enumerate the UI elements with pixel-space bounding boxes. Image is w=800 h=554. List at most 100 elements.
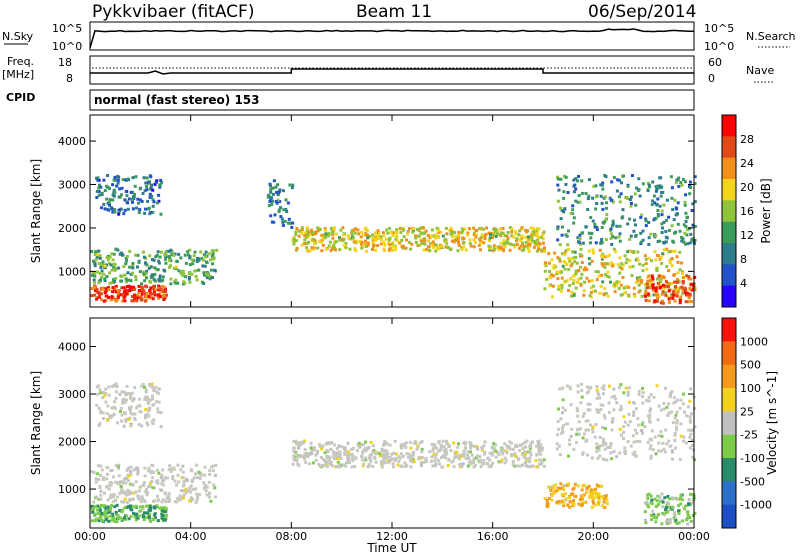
scatter-cell-4: [468, 242, 472, 245]
scatter-cell-1: [131, 264, 135, 268]
scatter-cell-4: [562, 504, 566, 508]
scatter-cell-1: [208, 472, 212, 476]
scatter-cell-5: [552, 274, 555, 278]
scatter-cell-2: [114, 396, 118, 400]
scatter-cell-1: [147, 466, 151, 470]
scatter-cell-5: [693, 407, 697, 410]
scatter-cell-3: [412, 451, 416, 454]
scatter-cell-5: [670, 390, 674, 394]
scatter-cell-2: [143, 416, 147, 420]
scatter-cell-5: [646, 440, 650, 444]
scatter-cell-4: [576, 484, 580, 488]
scatter-cell-6: [654, 185, 658, 189]
scatter-cell-6: [657, 512, 661, 516]
scatter-cell-1: [207, 252, 211, 256]
scatter-cell-4: [312, 242, 316, 246]
scatter-cell-3: [380, 465, 384, 469]
scatter-cell-4: [499, 232, 503, 236]
scatter-cell-6: [693, 224, 697, 228]
scatter-cell-5: [625, 257, 629, 261]
scatter-cell-3: [297, 444, 301, 448]
scatter-cell-0: [158, 295, 162, 298]
scatter-cell-6: [643, 510, 647, 514]
scatter-cell-1: [210, 254, 214, 258]
scatter-cell-4: [557, 487, 561, 491]
scatter-cell-1: [109, 493, 113, 497]
scatter-cell-4: [363, 227, 367, 231]
frequency-panel: Freq. [MHz] 18 8 60 0 Nave: [2, 55, 774, 85]
scatter-cell-1: [190, 272, 194, 276]
scatter-cell-5: [659, 430, 663, 434]
scatter-cell-6: [611, 219, 615, 223]
scatter-cell-1: [98, 256, 102, 260]
scatter-cell-5: [570, 257, 574, 261]
scatter-cell-0: [134, 504, 138, 508]
scatter-cell-0: [101, 287, 105, 291]
scatter-cell-5: [569, 435, 573, 438]
time-axis-label: Time UT: [366, 541, 417, 554]
scatter-cell-4: [355, 239, 359, 243]
scatter-cell-4: [423, 231, 427, 235]
scatter-cell-5: [664, 386, 667, 390]
scatter-cell-0: [108, 508, 112, 512]
scatter-cell-4: [445, 245, 449, 249]
scatter-cell-6: [683, 200, 687, 204]
scatter-cell-4: [292, 237, 296, 241]
scatter-cell-5: [559, 289, 563, 293]
scatter-cell-1: [115, 267, 119, 270]
scatter-cell-2: [152, 388, 156, 392]
scatter-cell-5: [668, 394, 672, 398]
scatter-cell-3: [539, 462, 543, 466]
scatter-cell-3: [270, 199, 274, 203]
scatter-cell-3: [279, 206, 283, 210]
scatter-cell-3: [385, 455, 389, 459]
scatter-cell-5: [636, 258, 640, 262]
scatter-cell-4: [359, 235, 363, 239]
scatter-cell-6: [688, 227, 692, 230]
scatter-cell-6: [679, 493, 683, 497]
scatter-cell-2: [151, 397, 154, 401]
scatter-cell-2: [158, 185, 162, 189]
scatter-cell-4: [478, 227, 481, 231]
scatter-cell-5: [590, 259, 594, 263]
scatter-cell-5: [602, 387, 606, 391]
scatter-cell-5: [558, 257, 561, 261]
scatter-cell-3: [274, 200, 278, 203]
scatter-cell-4: [362, 244, 366, 248]
scatter-cell-4: [300, 231, 304, 235]
scatter-cell-2: [128, 408, 132, 412]
scatter-cell-0: [136, 293, 139, 297]
scatter-cell-5: [623, 449, 627, 453]
scatter-cell-6: [682, 505, 686, 509]
scatter-cell-1: [100, 468, 104, 472]
scatter-cell-4: [535, 249, 539, 253]
scatter-cell-7: [688, 287, 692, 291]
scatter-cell-1: [114, 277, 118, 280]
scatter-cell-4: [411, 230, 415, 234]
scatter-cell-5: [678, 250, 682, 254]
scatter-cell-5: [647, 399, 651, 403]
scatter-cell-5: [590, 456, 594, 460]
scatter-cell-3: [411, 453, 415, 457]
scatter-cell-5: [578, 253, 582, 256]
scatter-cell-3: [314, 453, 318, 457]
scatter-cell-4: [350, 232, 354, 236]
scatter-cell-2: [149, 175, 153, 179]
scatter-cell-5: [556, 433, 560, 437]
scatter-cell-5: [673, 433, 677, 437]
scatter-cell-4: [588, 495, 592, 499]
scatter-cell-1: [145, 487, 148, 491]
scatter-cell-5: [558, 387, 562, 391]
scatter-cell-5: [572, 293, 576, 297]
scatter-cell-3: [316, 449, 320, 453]
scatter-cell-5: [567, 454, 570, 458]
scatter-cell-4: [418, 226, 422, 230]
scatter-cell-6: [594, 207, 598, 211]
scatter-cell-5: [575, 261, 579, 265]
scatter-cell-1: [129, 469, 133, 473]
scatter-cell-2: [97, 193, 101, 197]
scatter-cell-3: [380, 449, 384, 453]
scatter-cell-4: [305, 246, 309, 250]
scatter-cell-6: [655, 187, 659, 191]
scatter-cell-0: [159, 287, 163, 291]
